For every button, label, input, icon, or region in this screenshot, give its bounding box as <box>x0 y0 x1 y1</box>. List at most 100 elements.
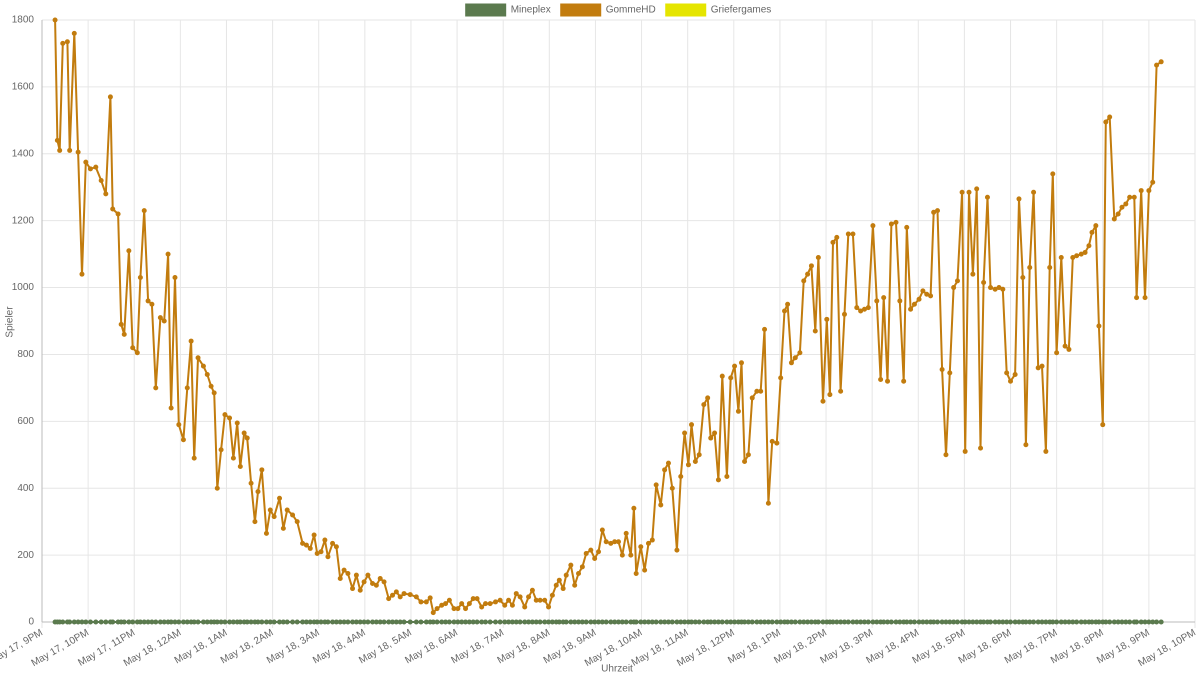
legend-label: Mineplex <box>511 5 551 16</box>
data-point <box>719 373 725 379</box>
data-point <box>645 540 651 546</box>
data-point <box>749 395 755 401</box>
data-point <box>653 619 659 625</box>
legend-swatch <box>465 3 507 17</box>
data-point <box>599 527 605 533</box>
data-point <box>553 582 559 588</box>
data-point <box>418 619 424 625</box>
data-point <box>393 589 399 595</box>
data-point <box>153 619 159 625</box>
y-axis-title: Spieler <box>5 306 16 338</box>
data-point <box>255 489 261 495</box>
data-point <box>130 619 136 625</box>
data-point <box>222 619 228 625</box>
data-point <box>1074 619 1080 625</box>
data-point <box>204 372 210 378</box>
data-point <box>522 604 528 610</box>
data-point <box>658 502 664 508</box>
data-point <box>947 370 953 376</box>
data-point <box>259 619 265 625</box>
y-tick-label: 1600 <box>12 82 35 93</box>
data-point <box>1047 264 1053 270</box>
data-point <box>353 572 359 578</box>
data-point <box>1115 211 1121 217</box>
data-point <box>865 619 871 625</box>
data-point <box>870 223 876 229</box>
data-point <box>1050 171 1056 177</box>
data-point <box>954 278 960 284</box>
data-point <box>1119 204 1125 210</box>
data-point <box>386 596 392 602</box>
legend-item[interactable]: Mineplex <box>465 3 551 17</box>
data-point <box>1127 194 1133 200</box>
data-point <box>865 305 871 311</box>
data-point <box>79 271 85 277</box>
data-point <box>252 519 258 525</box>
data-point <box>692 458 698 464</box>
data-point <box>277 495 283 501</box>
data-point <box>1031 189 1037 195</box>
data-point <box>1020 275 1026 281</box>
data-point <box>669 485 675 491</box>
data-point <box>502 602 508 608</box>
data-point <box>506 597 512 603</box>
data-point <box>373 582 379 588</box>
data-point <box>1031 619 1037 625</box>
data-point <box>1054 619 1060 625</box>
data-point <box>588 547 594 553</box>
data-point <box>1103 119 1109 125</box>
data-point <box>513 591 519 597</box>
data-point <box>87 166 93 172</box>
data-point <box>758 388 764 394</box>
data-point <box>443 601 449 607</box>
data-point <box>682 430 688 436</box>
data-point <box>121 619 127 625</box>
data-point <box>118 321 124 327</box>
data-point <box>341 567 347 573</box>
data-point <box>762 326 768 332</box>
data-point <box>365 572 371 578</box>
data-point <box>778 375 784 381</box>
data-point <box>537 619 543 625</box>
data-point <box>623 619 629 625</box>
data-point <box>897 298 903 304</box>
data-point <box>549 592 555 598</box>
data-point <box>165 251 171 257</box>
legend-item[interactable]: GommeHD <box>560 3 656 17</box>
data-point <box>878 377 884 383</box>
data-point <box>988 285 994 291</box>
data-point <box>176 619 182 625</box>
data-point <box>483 619 489 625</box>
data-point <box>916 296 922 302</box>
data-point <box>294 519 300 525</box>
data-point <box>1107 114 1113 120</box>
data-point <box>838 388 844 394</box>
data-point <box>307 545 313 551</box>
data-point <box>633 571 639 577</box>
data-point <box>130 345 136 351</box>
data-point <box>1096 323 1102 329</box>
data-point <box>434 619 440 625</box>
data-point <box>191 455 197 461</box>
legend-item[interactable]: Griefergames <box>665 3 772 17</box>
data-point <box>603 619 609 625</box>
data-point <box>259 467 265 473</box>
data-point <box>211 390 217 396</box>
data-point <box>52 17 58 23</box>
y-tick-label: 1000 <box>12 282 35 293</box>
y-tick-label: 1800 <box>12 15 35 26</box>
data-point <box>241 430 247 436</box>
legend-label: Griefergames <box>711 5 772 16</box>
data-point <box>1008 378 1014 384</box>
data-point <box>951 285 957 291</box>
data-point <box>357 587 363 593</box>
data-point <box>493 599 499 605</box>
data-point <box>788 360 794 366</box>
data-point <box>1134 295 1140 301</box>
data-point <box>724 474 730 480</box>
data-point <box>943 452 949 458</box>
data-point <box>365 619 371 625</box>
data-point <box>715 477 721 483</box>
data-point <box>1058 254 1064 260</box>
data-point <box>290 619 296 625</box>
